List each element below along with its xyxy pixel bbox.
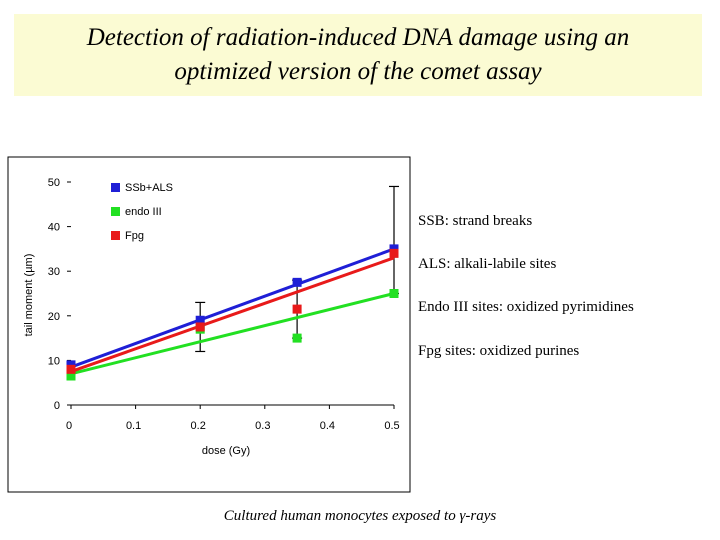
fit-line-1 [70,247,395,369]
y-tick-label: 30 [48,266,60,278]
caption-suffix: -rays [465,508,497,524]
fit-line-3 [70,256,395,373]
x-axis-title: dose (Gy) [202,445,250,457]
legend: SSb+ALS endo III Fpg [111,182,173,242]
data-point-series-3 [66,364,76,374]
x-tick-label: 0.5 [384,420,399,432]
legend-label-1: SSb+ALS [125,182,173,194]
y-axis-title: tail moment (µm) [23,254,35,337]
data-point-series-3 [292,304,302,314]
chart-frame [7,156,411,493]
y-tick-label: 20 [48,311,60,323]
plot-area: 0 10 20 30 40 50 0 0.1 0.2 0.3 0.4 0.5 [48,177,400,432]
x-tick-label: 0 [66,420,72,432]
data-point-series-2 [292,333,302,343]
x-tick-label: 0.4 [320,420,335,432]
x-tick-label: 0.3 [255,420,270,432]
x-tick-label: 0.2 [191,420,206,432]
y-tick-label: 40 [48,222,60,234]
annotation-ssb: SSB: strand breaks [418,213,533,229]
x-tick-label: 0.1 [126,420,141,432]
annotation-als: ALS: alkali-labile sites [418,256,557,272]
annotation-endo: Endo III sites: oxidized pyrimidines [418,299,634,315]
title-box: Detection of radiation-induced DNA damag… [14,14,702,96]
data-point-series-3 [195,322,205,332]
data-point-series-2 [389,289,399,298]
caption: Cultured human monocytes exposed to γ-ra… [0,508,720,525]
title-line-2: optimized version of the comet assay [174,58,542,85]
y-tick-label: 0 [54,400,60,412]
data-point-series-1 [195,315,205,325]
legend-swatch-3 [111,231,120,240]
y-tick-label: 50 [48,177,60,189]
data-point-series-1 [292,277,302,287]
y-tick-label: 10 [48,355,60,367]
title-line-1: Detection of radiation-induced DNA damag… [86,24,630,51]
fit-line-2 [70,292,395,376]
legend-swatch-1 [111,183,120,192]
caption-prefix: Cultured human monocytes exposed to [223,508,460,524]
data-point-series-2 [66,371,76,381]
legend-label-2: endo III [125,206,162,218]
legend-swatch-2 [111,207,120,216]
caption-gamma: γ [459,508,466,524]
legend-label-3: Fpg [125,230,144,242]
data-point-series-3 [389,248,399,258]
annotation-fpg: Fpg sites: oxidized purines [418,343,580,359]
